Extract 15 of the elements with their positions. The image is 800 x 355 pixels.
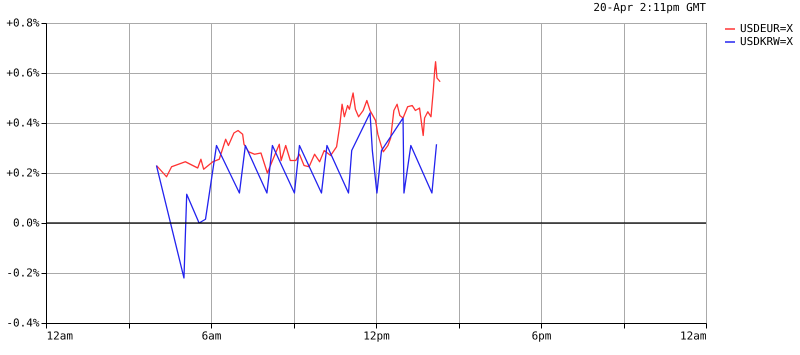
x-tick-label: 12am [680,330,707,342]
y-tick-label: -0.2% [6,266,40,280]
y-tick-label: +0.6% [6,66,40,80]
y-tick-label: 0.0% [13,216,40,230]
y-tick-label: +0.8% [6,16,40,30]
x-tick-label: 6pm [532,330,552,342]
x-tick-label: 12am [46,330,74,342]
x-tick-label: 6am [202,330,222,342]
x-tick-label: 12pm [363,330,390,342]
chart-title: 20-Apr 2:11pm GMT [593,1,706,14]
legend-label: USDEUR=X [740,22,794,35]
y-tick-label: +0.2% [6,166,40,180]
y-tick-label: -0.4% [6,316,40,330]
y-tick-label: +0.4% [6,116,40,130]
legend-label: USDKRW=X [740,35,794,48]
